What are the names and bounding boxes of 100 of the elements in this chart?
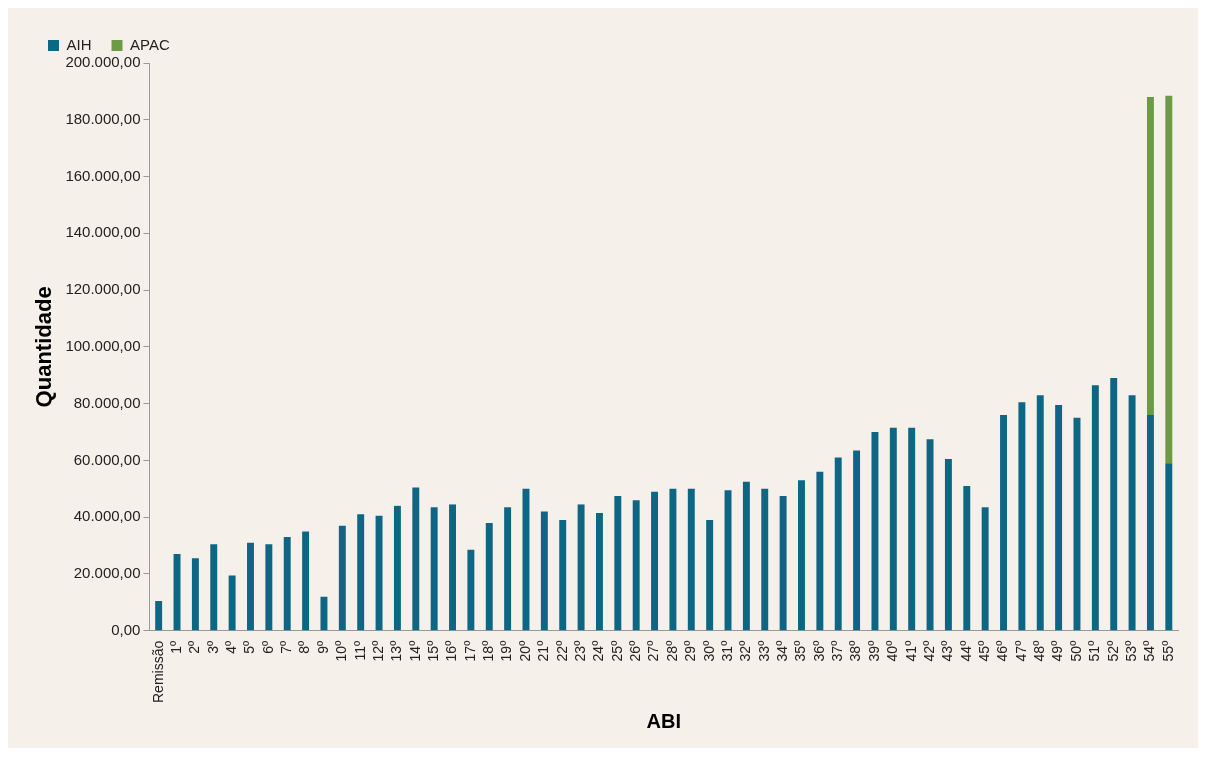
- bar: [504, 507, 512, 631]
- x-tick-label: 27º: [645, 640, 662, 662]
- bar: [761, 488, 769, 631]
- bar: [247, 542, 254, 631]
- x-tick-label: 44º: [957, 640, 974, 662]
- legend-label: AIH: [66, 35, 92, 53]
- bar: [577, 504, 585, 631]
- bar: [393, 505, 401, 631]
- x-tick-label: 20º: [516, 640, 533, 662]
- bar: [632, 500, 640, 631]
- x-tick-label: 54º: [1141, 640, 1158, 662]
- x-tick-label: 5º: [241, 640, 258, 654]
- x-tick-label: 17º: [461, 640, 478, 662]
- bar: [908, 427, 916, 631]
- bar: [651, 491, 659, 631]
- bar: [1146, 415, 1154, 631]
- x-tick-label: 49º: [1049, 640, 1066, 662]
- x-tick-label: 14º: [406, 640, 423, 662]
- x-tick-label: 52º: [1104, 640, 1121, 662]
- bar: [1036, 395, 1044, 631]
- bar: [889, 427, 897, 631]
- x-tick-label: 50º: [1067, 640, 1084, 662]
- bar: [210, 544, 218, 631]
- bar: [926, 439, 934, 631]
- y-tick-label: 20.000,00: [73, 564, 141, 582]
- x-tick-label: 15º: [425, 640, 442, 662]
- y-axis-title: Quantidade: [31, 286, 57, 408]
- bar: [1165, 95, 1173, 464]
- x-tick-label: 51º: [1086, 640, 1103, 662]
- bar: [320, 596, 328, 631]
- x-tick-label: Remissão: [149, 640, 166, 704]
- bar: [467, 549, 475, 631]
- bar: [1146, 97, 1154, 416]
- bar: [614, 495, 622, 631]
- x-tick-label: 10º: [333, 640, 350, 662]
- bar: [834, 457, 842, 631]
- y-tick-label: 0,00: [111, 620, 141, 638]
- y-tick-label: 60.000,00: [73, 450, 141, 468]
- x-tick-label: 41º: [902, 640, 919, 662]
- x-tick-label: 34º: [773, 640, 790, 662]
- bar: [228, 575, 236, 631]
- x-tick-label: 30º: [700, 640, 717, 662]
- bar: [559, 520, 567, 631]
- y-tick-label: 80.000,00: [73, 393, 141, 411]
- x-tick-label: 3º: [204, 640, 221, 654]
- bar: [779, 495, 787, 631]
- x-tick-label: 42º: [920, 640, 937, 662]
- y-tick-label: 120.000,00: [65, 280, 141, 298]
- bar: [742, 481, 750, 631]
- x-tick-label: 22º: [553, 640, 570, 662]
- x-tick-label: 45º: [976, 640, 993, 662]
- y-tick-label: 40.000,00: [73, 507, 141, 525]
- x-tick-label: 28º: [663, 640, 680, 662]
- bar: [963, 485, 971, 631]
- x-tick-label: 40º: [884, 640, 901, 662]
- bar: [412, 487, 420, 631]
- x-tick-label: 18º: [480, 640, 497, 662]
- y-tick-label: 100.000,00: [65, 337, 141, 355]
- y-tick-label: 180.000,00: [65, 109, 141, 127]
- x-tick-label: 7º: [278, 640, 295, 654]
- x-tick-label: 23º: [571, 640, 588, 662]
- bar: [191, 558, 199, 631]
- x-tick-label: 16º: [443, 640, 460, 662]
- bar: [283, 537, 291, 631]
- x-tick-label: 26º: [627, 640, 644, 662]
- x-tick-label: 9º: [314, 640, 331, 654]
- bar: [1055, 405, 1063, 631]
- bar: [540, 511, 548, 631]
- x-axis-title: ABI: [646, 709, 681, 732]
- bar: [944, 459, 952, 631]
- x-tick-label: 21º: [535, 640, 552, 662]
- x-tick-label: 31º: [718, 640, 735, 662]
- x-tick-label: 39º: [865, 640, 882, 662]
- x-tick-label: 53º: [1122, 640, 1139, 662]
- x-tick-label: 4º: [222, 640, 239, 654]
- y-tick-label: 160.000,00: [65, 166, 141, 184]
- x-tick-label: 11º: [351, 640, 368, 661]
- bar: [338, 525, 346, 631]
- y-tick-label: 140.000,00: [65, 223, 141, 241]
- bar: [981, 507, 989, 631]
- bar: [1000, 415, 1007, 631]
- x-tick-label: 32º: [737, 640, 754, 662]
- bar: [687, 488, 695, 631]
- bar: [155, 600, 163, 631]
- x-tick-label: 19º: [498, 640, 515, 662]
- bar: [1018, 402, 1026, 631]
- bar: [357, 514, 365, 631]
- bar: [1091, 385, 1099, 631]
- bar: [375, 515, 383, 631]
- bar: [302, 531, 310, 631]
- x-tick-label: 25º: [608, 640, 625, 662]
- x-tick-label: 24º: [590, 640, 607, 662]
- x-tick-label: 33º: [755, 640, 772, 662]
- bar: [706, 520, 714, 631]
- x-tick-label: 35º: [792, 640, 809, 662]
- y-tick-label: 200.000,00: [65, 53, 141, 71]
- x-tick-label: 2º: [186, 640, 203, 654]
- bar: [816, 471, 824, 631]
- bar: [1165, 463, 1173, 631]
- x-tick-label: 47º: [1012, 640, 1029, 662]
